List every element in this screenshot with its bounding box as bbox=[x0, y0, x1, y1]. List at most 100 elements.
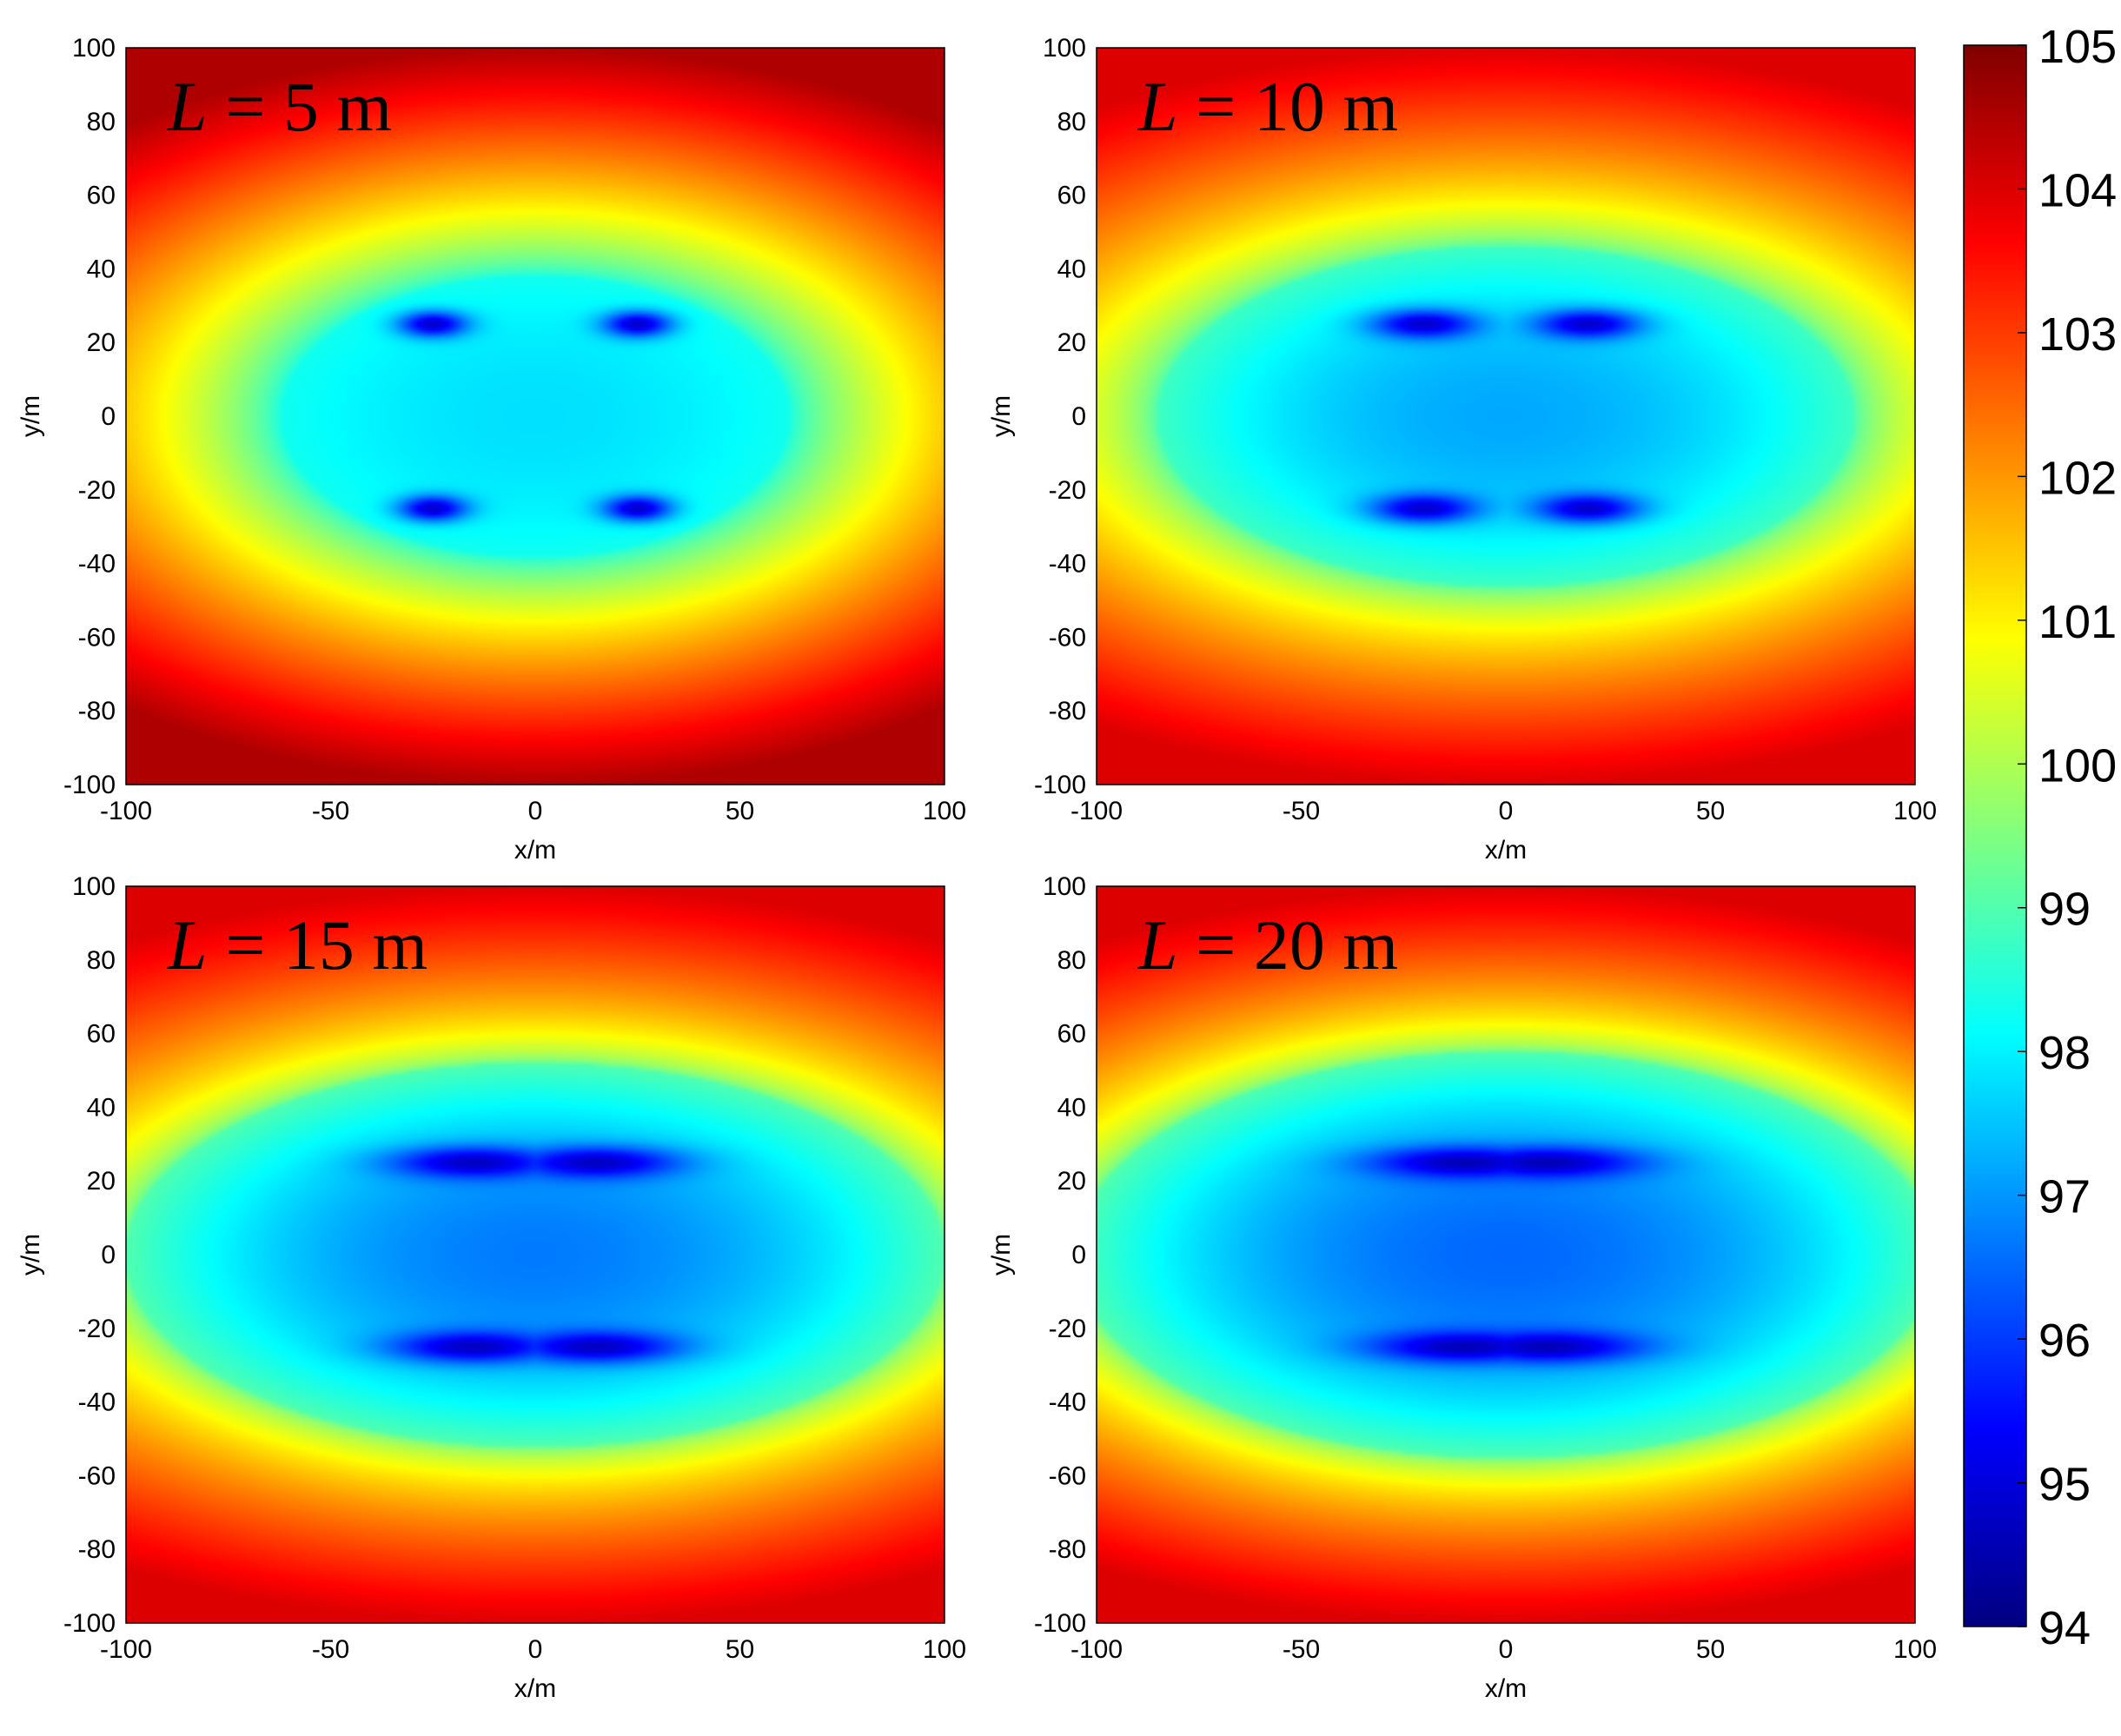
y-tick-label: 60 bbox=[87, 182, 116, 210]
colorbar-tick-label: 95 bbox=[2038, 1459, 2091, 1511]
colorbar-tick-label: 99 bbox=[2038, 884, 2091, 936]
y-axis-label: y/m bbox=[17, 1234, 45, 1275]
x-tick-label: 50 bbox=[726, 1635, 754, 1664]
y-tick-label: -20 bbox=[78, 476, 116, 505]
y-tick-label: 100 bbox=[72, 34, 116, 63]
y-tick-label: 20 bbox=[87, 1167, 116, 1196]
panel-title-variable: L bbox=[1137, 67, 1178, 146]
colorbar-tick-label: 104 bbox=[2038, 164, 2117, 216]
x-tick-label: -100 bbox=[100, 797, 152, 825]
y-tick-label: 0 bbox=[1071, 1241, 1086, 1269]
colorbar-tick-label: 96 bbox=[2038, 1315, 2091, 1367]
heatmap-image bbox=[126, 886, 945, 1623]
y-tick-label: -100 bbox=[1034, 1609, 1086, 1638]
plot-frame bbox=[1096, 47, 1916, 785]
heatmap-image bbox=[126, 48, 945, 785]
panel-title-variable: L bbox=[1137, 905, 1178, 984]
x-tick-label: -100 bbox=[1070, 1635, 1123, 1664]
y-tick-label: 80 bbox=[1057, 108, 1086, 136]
x-tick-label: 0 bbox=[1499, 1635, 1514, 1664]
colorbar-tick-label: 97 bbox=[2038, 1171, 2091, 1223]
y-tick-label: 40 bbox=[1057, 255, 1086, 283]
y-tick-label: -40 bbox=[78, 550, 116, 579]
y-tick-label: -60 bbox=[78, 623, 116, 652]
x-tick-label: 100 bbox=[923, 1635, 966, 1664]
y-tick-label: 20 bbox=[1057, 1167, 1086, 1196]
x-tick-label: -100 bbox=[100, 1635, 152, 1664]
y-tick-label: 100 bbox=[1043, 872, 1086, 901]
y-tick-label: 60 bbox=[1057, 1020, 1086, 1049]
y-tick-label: 0 bbox=[101, 402, 116, 431]
panel-title: L = 20 m bbox=[1137, 905, 1398, 984]
colorbar-tick-label: 94 bbox=[2038, 1602, 2091, 1654]
x-tick-label: 50 bbox=[726, 797, 754, 825]
colorbar-tick-label: 100 bbox=[2038, 739, 2117, 792]
colorbar-tick-label: 98 bbox=[2038, 1027, 2091, 1079]
y-tick-label: -100 bbox=[63, 771, 116, 799]
panel-1: -100 -50 0 50 100 -100 -80 -60 -40 -20 0 20 40 60 80 10… bbox=[17, 34, 966, 865]
y-axis-label: y/m bbox=[17, 395, 45, 437]
panel-title-value: = 20 m bbox=[1178, 905, 1399, 984]
y-tick-label: 20 bbox=[87, 328, 116, 357]
x-tick-label: -50 bbox=[1283, 797, 1320, 825]
x-tick-label: -100 bbox=[1070, 797, 1123, 825]
y-tick-label: 20 bbox=[1057, 328, 1086, 357]
y-tick-label: -40 bbox=[1049, 1388, 1086, 1417]
y-tick-label: -60 bbox=[1049, 1461, 1086, 1490]
y-tick-label: -100 bbox=[63, 1609, 116, 1638]
heatmap-image bbox=[1097, 48, 1915, 785]
panel-title-variable: L bbox=[167, 905, 208, 984]
x-axis-label: x/m bbox=[514, 1674, 556, 1703]
x-tick-label: 0 bbox=[528, 1635, 543, 1664]
y-tick-label: -40 bbox=[78, 1388, 116, 1417]
y-tick-label: -40 bbox=[1049, 550, 1086, 579]
y-tick-label: 60 bbox=[1057, 182, 1086, 210]
colorbar-tick-label: 102 bbox=[2038, 452, 2117, 504]
y-axis-label: y/m bbox=[987, 395, 1016, 437]
x-tick-label: -50 bbox=[312, 797, 349, 825]
panel-4: -100 -50 0 50 100 -100 -80 -60 -40 -20 0 20 40 60 80 10… bbox=[987, 872, 1937, 1703]
y-tick-label: -80 bbox=[1049, 697, 1086, 726]
panel-2: -100 -50 0 50 100 -100 -80 -60 -40 -20 0 20 40 60 80 10… bbox=[987, 34, 1937, 865]
y-tick-label: -80 bbox=[78, 697, 116, 726]
x-tick-label: -50 bbox=[312, 1635, 349, 1664]
y-tick-label: 0 bbox=[101, 1241, 116, 1269]
y-tick-label: 80 bbox=[1057, 946, 1086, 975]
x-tick-label: 50 bbox=[1696, 1635, 1725, 1664]
y-tick-label: 80 bbox=[87, 946, 116, 975]
y-tick-label: 40 bbox=[87, 1093, 116, 1122]
x-tick-label: 50 bbox=[1696, 797, 1725, 825]
y-tick-label: -60 bbox=[78, 1461, 116, 1490]
x-tick-label: 100 bbox=[1893, 1635, 1937, 1664]
x-tick-label: 0 bbox=[528, 797, 543, 825]
x-axis-label: x/m bbox=[1485, 1674, 1527, 1703]
y-tick-label: -100 bbox=[1034, 771, 1086, 799]
colorbar-tick-label: 101 bbox=[2038, 596, 2117, 648]
y-tick-label: -80 bbox=[1049, 1535, 1086, 1564]
panel-title: L = 5 m bbox=[167, 67, 392, 146]
heatmap-image bbox=[1097, 886, 1915, 1623]
panel-title-value: = 15 m bbox=[208, 905, 428, 984]
colorbar-gradient bbox=[1963, 44, 2027, 1627]
colorbar: 94 95 96 97 98 99 100 101 102 103 104 105 bbox=[1963, 21, 2117, 1654]
y-axis-label: y/m bbox=[987, 1234, 1016, 1275]
y-tick-label: 40 bbox=[87, 255, 116, 283]
panel-3: -100 -50 0 50 100 -100 -80 -60 -40 -20 0 20 40 60 80 10… bbox=[17, 872, 966, 1703]
y-tick-label: -20 bbox=[1049, 476, 1086, 505]
panel-title: L = 10 m bbox=[1137, 67, 1398, 146]
x-tick-label: 0 bbox=[1499, 797, 1514, 825]
plot-frame bbox=[1096, 885, 1916, 1624]
panel-title: L = 15 m bbox=[167, 905, 428, 984]
x-axis-label: x/m bbox=[1485, 836, 1527, 865]
y-tick-label: 60 bbox=[87, 1020, 116, 1049]
y-tick-label: 80 bbox=[87, 108, 116, 136]
plot-frame bbox=[125, 47, 945, 785]
panel-title-value: = 5 m bbox=[208, 67, 393, 146]
y-tick-label: -60 bbox=[1049, 623, 1086, 652]
y-tick-label: 40 bbox=[1057, 1093, 1086, 1122]
x-axis-label: x/m bbox=[514, 836, 556, 865]
colorbar-tick-label: 105 bbox=[2038, 21, 2117, 73]
y-tick-label: -20 bbox=[78, 1315, 116, 1343]
plot-frame bbox=[125, 885, 945, 1624]
y-tick-label: -80 bbox=[78, 1535, 116, 1564]
